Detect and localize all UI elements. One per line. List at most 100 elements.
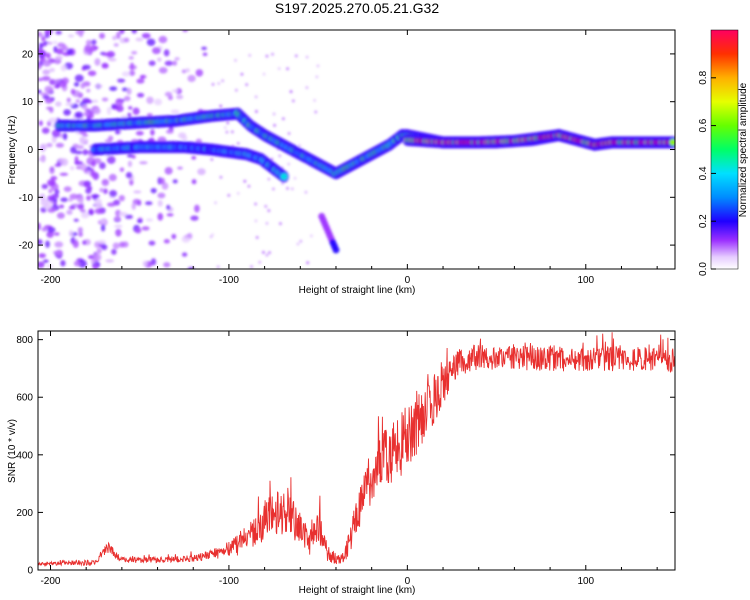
heatmap-cell [101,178,110,187]
heatmap-cell [305,86,309,90]
heatmap-cell [129,62,135,71]
heatmap-cell [41,227,48,232]
spectrogram-xtick-label: -200 [40,275,60,286]
colorbar-label: Normalized spectral amplitude [738,82,749,217]
heatmap-cell [87,186,93,191]
heatmap-cell [41,76,51,82]
heatmap-cell [41,36,46,42]
heatmap-cell [106,155,116,164]
heatmap-cell [299,239,303,243]
heatmap-cell [304,190,308,194]
heatmap-cell [286,67,290,71]
heatmap-cell [150,258,157,266]
heatmap-cell [91,39,97,45]
colorbar-tick-label: 0.2 [698,214,709,228]
heatmap-cell [291,99,295,103]
heatmap-cell [141,226,150,231]
heatmap-cell [281,117,285,121]
heatmap-cell [125,172,133,179]
heatmap-cell [146,96,154,105]
heatmap-cell [50,175,58,181]
heatmap-cell [72,240,79,249]
heatmap-cell [38,33,44,38]
heatmap-cell [79,208,86,213]
heatmap-cell [54,79,61,83]
heatmap-cell [306,261,310,265]
heatmap-cell [47,227,56,233]
heatmap-cell [86,88,91,93]
heatmap-cell [90,171,97,178]
heatmap-cell [170,109,180,114]
heatmap-cell [187,74,196,83]
heatmap-cell [94,58,101,66]
heatmap-cell [316,64,320,68]
heatmap-cell [154,98,163,106]
heatmap-cell [65,102,74,106]
heatmap-cell [140,75,145,79]
heatmap-cell [40,92,49,96]
snr-ticks: -200 -100 0 100 0 200 400 600 800 [16,331,675,587]
heatmap-cell [60,260,66,267]
heatmap-cell [107,135,114,141]
heatmap-cell [214,201,218,205]
colorbar-frame [710,29,739,270]
heatmap-cell [240,72,244,76]
heatmap-cell [93,253,102,262]
heatmap-cell [66,48,74,56]
heatmap-cell [48,117,58,123]
heatmap-cell [163,239,170,244]
heatmap-cell [74,111,84,119]
heatmap-cell [285,186,289,190]
heatmap-cell [150,187,157,194]
colorbar: 0.0 0.2 0.4 0.6 0.8 Normalized spectral ampl… [698,29,749,276]
heatmap-cell [85,170,92,175]
heatmap-cell [150,129,155,136]
heatmap-cell [191,155,197,160]
heatmap-cell [100,218,106,224]
heatmap-cell [265,54,269,58]
heatmap-cell [315,75,319,79]
heatmap-cell [131,202,136,210]
heatmap-cell [38,261,45,268]
heatmap-cell [194,204,200,213]
heatmap-cell [157,212,164,221]
heatmap-cell [92,99,99,103]
heatmap-cell [44,85,54,94]
heatmap-cell [181,252,188,257]
colorbar-tick-label: 0.8 [698,70,709,84]
heatmap-cell [159,177,165,185]
heatmap-cell [157,192,166,199]
heatmap-cell [139,161,148,165]
heatmap-cell [47,41,53,45]
heatmap-cell [49,166,55,175]
heatmap-cell [309,234,313,238]
spectrogram-heatmap [38,30,675,269]
heatmap-cell [313,98,317,102]
heatmap-cell [53,250,61,255]
heatmap-cell [148,240,156,246]
snr-ytick-label: 200 [16,508,33,519]
heatmap-cell [165,168,171,175]
heatmap-cell [79,130,87,135]
heatmap-cell [134,227,142,234]
heatmap-cell [133,190,142,194]
heatmap-cell [268,251,272,255]
heatmap-cell [163,262,171,268]
heatmap-cell [181,69,187,74]
heatmap-cell [41,183,49,190]
heatmap-cell [166,204,171,210]
heatmap-cell [92,264,98,269]
heatmap-cell [254,95,258,99]
heatmap-cell [112,242,120,250]
heatmap-cell [217,82,221,86]
heatmap-cell [216,265,220,269]
heatmap-cell [267,209,271,213]
heatmap-cell [48,188,53,194]
heatmap-cell [164,60,174,66]
heatmap-cell [171,233,177,240]
heatmap-cell [245,83,249,87]
heatmap-cell [84,181,90,188]
spectrogram-y-label: Frequency (Hz) [7,116,18,185]
spectrogram-xtick-label: -100 [219,275,239,286]
